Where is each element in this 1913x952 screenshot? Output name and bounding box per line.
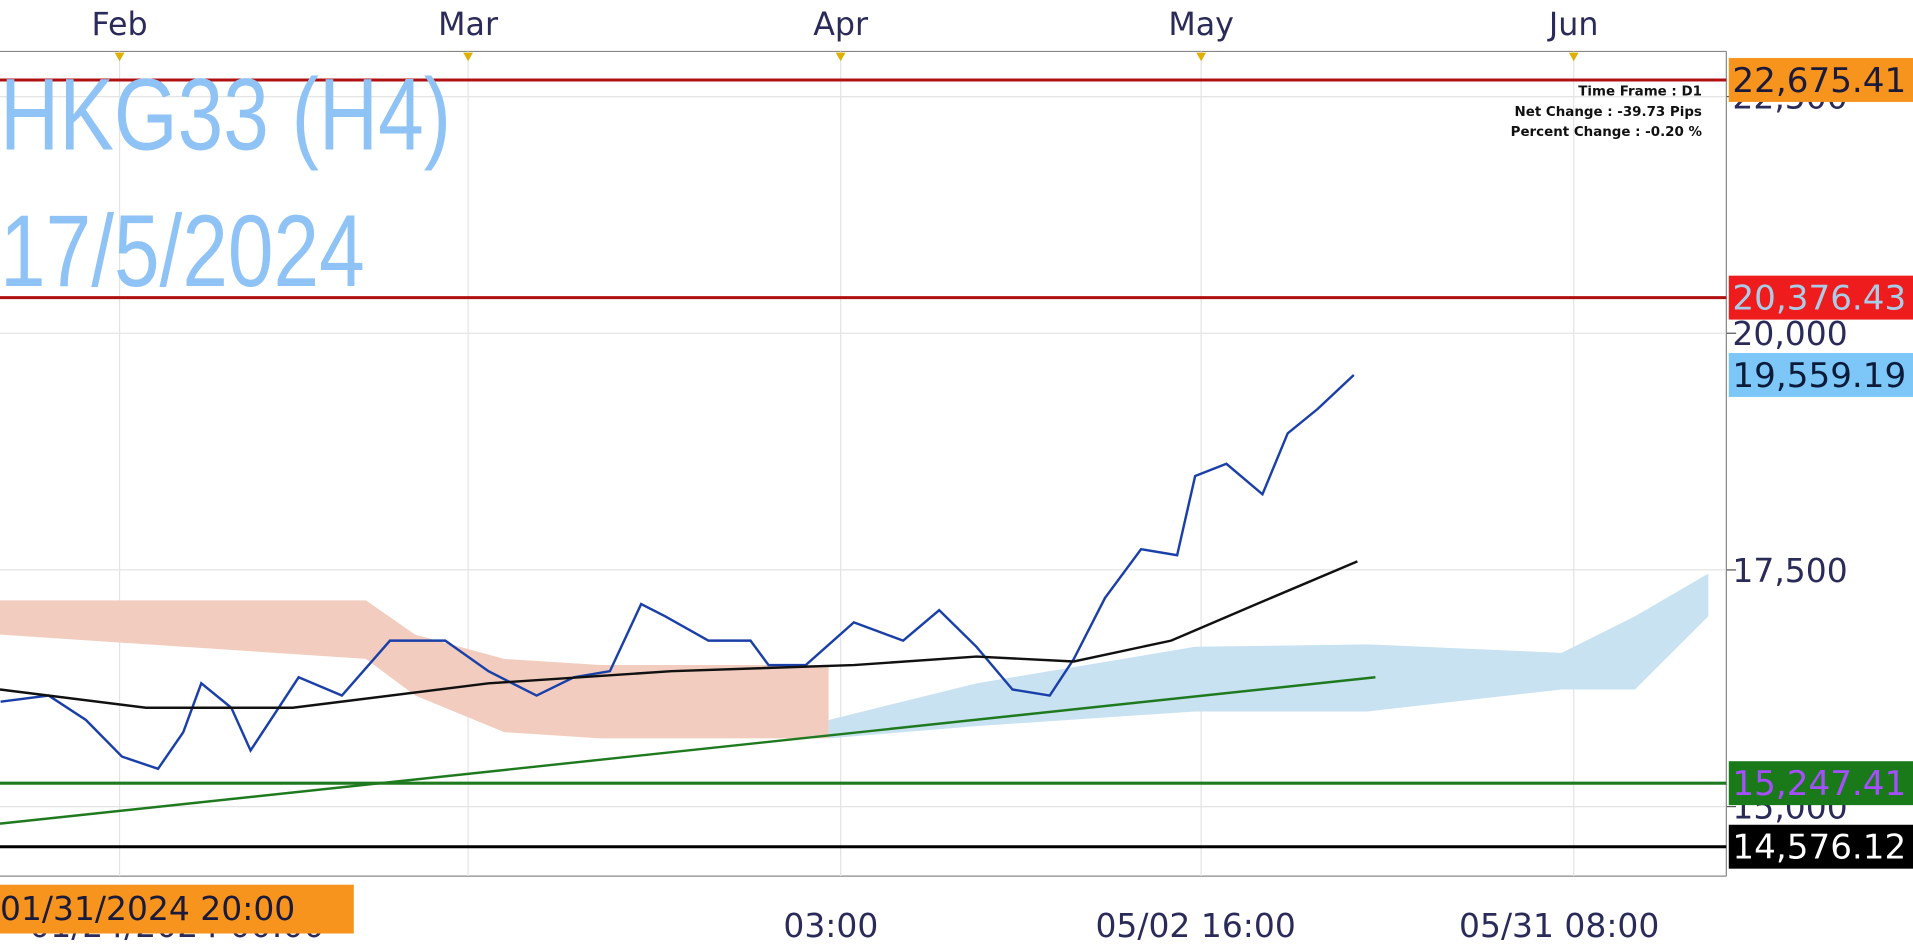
series-line xyxy=(0,374,1355,771)
x-tick-label: Apr xyxy=(813,7,869,43)
series-line xyxy=(0,560,1358,709)
x-tick-label: Jun xyxy=(1547,7,1599,43)
level-label: 15,247.41 xyxy=(1732,764,1906,804)
cursor-label: 01/31/2024 20:00 xyxy=(0,889,295,928)
time-label: 03:00 xyxy=(783,906,878,945)
x-tick-mark xyxy=(463,52,473,62)
time-label: 05/02 16:00 xyxy=(1095,906,1295,945)
cloud xyxy=(828,573,1709,739)
plot xyxy=(0,51,1727,877)
level-label: 20,376.43 xyxy=(1732,279,1906,319)
x-tick-label: Feb xyxy=(91,7,147,43)
watermark: 17/5/2024 xyxy=(0,193,365,308)
watermark: HKG33 (H4) xyxy=(0,57,451,172)
level-label: 19,559.19 xyxy=(1732,356,1906,396)
level-label: 14,576.12 xyxy=(1732,828,1906,868)
y-tick-label: 20,000 xyxy=(1732,314,1847,353)
x-tick-mark xyxy=(835,52,846,62)
info-text: Time Frame : D1 xyxy=(1578,85,1702,100)
x-tick-mark xyxy=(1196,52,1207,62)
x-tick-label: May xyxy=(1168,7,1234,43)
level-label: 22,675.41 xyxy=(1732,61,1906,101)
level-label-bg xyxy=(1728,824,1913,869)
level-label-bg xyxy=(1728,58,1913,102)
level-label-bg xyxy=(1728,353,1913,397)
y-tick-label: 17,500 xyxy=(1732,551,1847,590)
level-label-bg xyxy=(1728,761,1913,806)
x-tick-mark xyxy=(114,52,125,62)
cursor-label-bg xyxy=(0,884,354,934)
cloud xyxy=(0,600,829,739)
x-tick-label: Mar xyxy=(438,7,499,43)
level-label-bg xyxy=(1728,275,1913,320)
x-tick-mark xyxy=(1568,52,1579,62)
series-line xyxy=(0,676,1376,825)
time-label: 05/31 08:00 xyxy=(1459,906,1659,945)
info-text: Percent Change : -0.20 % xyxy=(1511,125,1702,140)
info-text: Net Change : -39.73 Pips xyxy=(1515,105,1702,120)
